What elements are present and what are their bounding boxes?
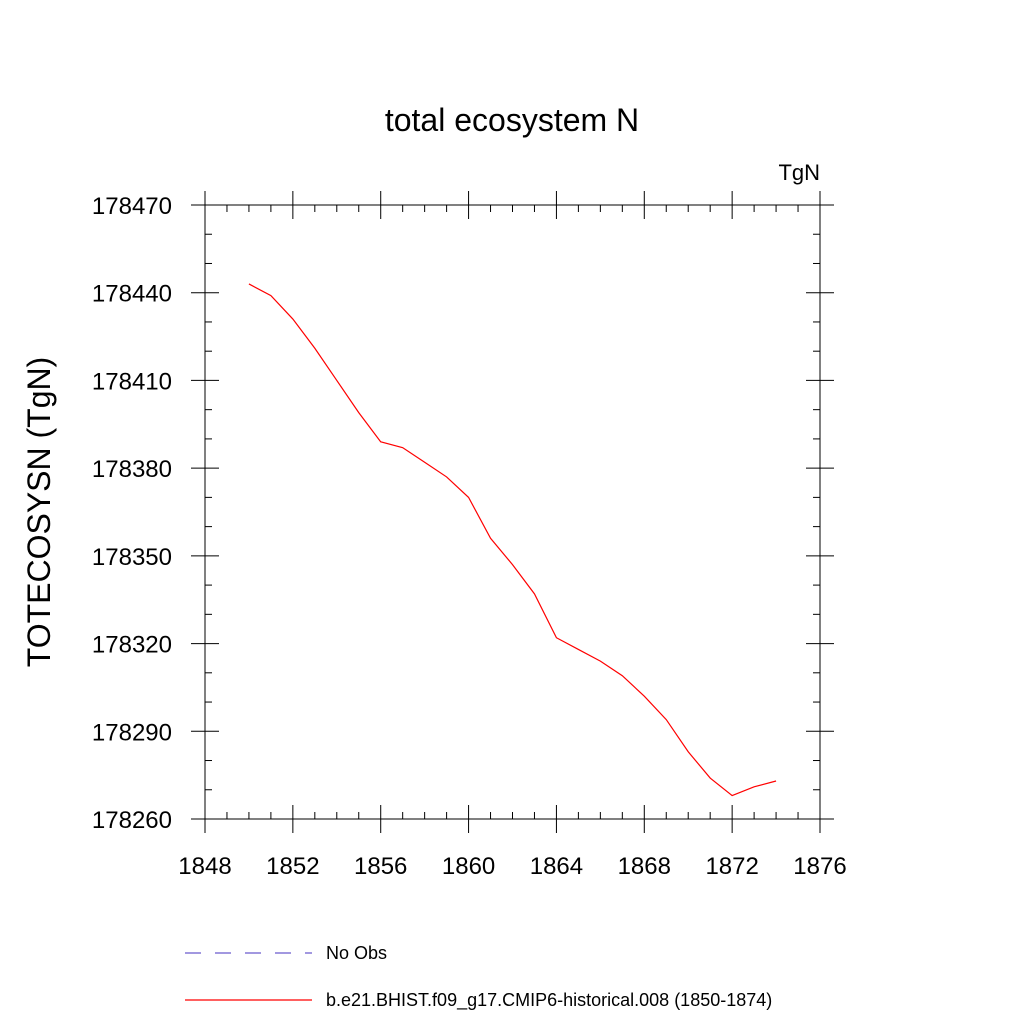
y-tick-label: 178470 [92,193,172,220]
plot-frame [204,204,821,820]
y-tick-label: 178410 [92,368,172,395]
legend: No Obs b.e21.BHIST.f09_g17.CMIP6-historic… [185,943,772,1011]
series-line [248,283,777,797]
axis-ticks [191,191,834,833]
x-tick-label: 1856 [354,853,407,880]
y-tick-label: 178320 [92,632,172,659]
x-tick-label: 1872 [705,853,758,880]
y-tick-label: 178290 [92,719,172,746]
x-tick-label: 1868 [618,853,671,880]
y-axis-title: TOTECOSYSN (TgN) [21,357,57,668]
y-tick-label: 178260 [92,807,172,834]
x-tick-label: 1860 [442,853,495,880]
y-tick-label: 178350 [92,544,172,571]
legend-entry-label: No Obs [326,943,387,963]
units-label: TgN [778,160,820,185]
x-tick-label: 1852 [266,853,319,880]
x-tick-label: 1876 [793,853,846,880]
x-tick-label: 1864 [530,853,583,880]
x-tick-label: 1848 [178,853,231,880]
axis-tick-labels: 1848 1852 1856 1860 1864 1868 1872 1876 178260 17… [92,193,847,880]
chart-title: total ecosystem N [385,102,639,138]
y-tick-label: 178380 [92,456,172,483]
y-tick-label: 178440 [92,281,172,308]
legend-entry-label: b.e21.BHIST.f09_g17.CMIP6-historical.008… [326,990,772,1011]
series-layer [248,283,777,797]
